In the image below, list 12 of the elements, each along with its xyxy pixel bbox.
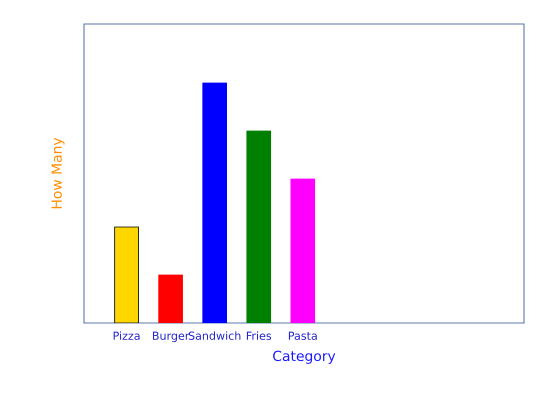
- x-tick-label: Fries: [246, 331, 272, 340]
- y-axis-title: How Many: [52, 138, 65, 208]
- bar: [114, 226, 139, 323]
- bar: [158, 274, 183, 323]
- bar: [246, 130, 272, 323]
- x-tick-label: Pasta: [288, 332, 317, 340]
- x-tick-label: Burger: [152, 332, 190, 342]
- x-axis-title: Category: [273, 350, 336, 364]
- x-tick-label: Pizza: [114, 331, 140, 340]
- bar: [202, 82, 227, 323]
- bar: [290, 178, 316, 323]
- x-tick-label: Sandwich: [188, 331, 240, 340]
